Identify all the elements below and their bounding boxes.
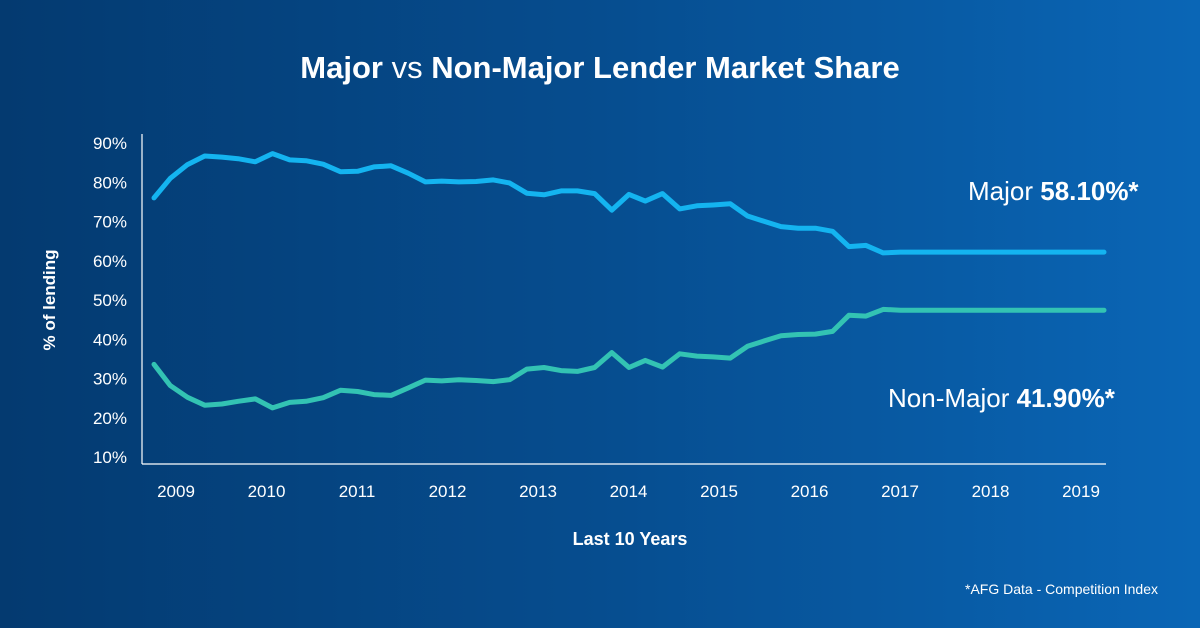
y-tick-label: 40% — [93, 330, 127, 349]
major-label-name: Major — [968, 176, 1041, 206]
title-vs: vs — [382, 50, 432, 85]
x-tick-label: 2018 — [972, 482, 1010, 501]
nonmajor-label-value: 41.90%* — [1016, 383, 1115, 413]
y-axis-label: % of lending — [40, 249, 59, 350]
major-series-line — [151, 151, 1107, 256]
title-major: Major — [300, 50, 383, 85]
y-tick-label: 20% — [93, 409, 127, 428]
x-tick-label: 2019 — [1062, 482, 1100, 501]
chart-title: Major vs Non-Major Lender Market Share — [0, 50, 1200, 86]
x-tick-label: 2016 — [791, 482, 829, 501]
y-tick-label: 70% — [93, 213, 127, 232]
x-tick-label: 2017 — [881, 482, 919, 501]
non-major-series-line — [151, 306, 1107, 411]
y-tick-label: 60% — [93, 252, 127, 271]
series-lines — [151, 151, 1107, 411]
major-series-label: Major 58.10%* — [968, 176, 1139, 207]
y-tick-label: 90% — [93, 134, 127, 153]
nonmajor-series-label: Non-Major 41.90%* — [888, 383, 1115, 414]
footnote: *AFG Data - Competition Index — [965, 581, 1158, 597]
x-tick-label: 2012 — [429, 482, 467, 501]
x-tick-label: 2009 — [157, 482, 195, 501]
y-axis-ticks: 10% 20% 30% 40% 50% 60% 70% 80% 90% — [93, 134, 127, 467]
y-tick-label: 30% — [93, 370, 127, 389]
major-label-value: 58.10%* — [1040, 176, 1139, 206]
x-axis-ticks: 2009 2010 2011 2012 2013 2014 2015 2016 2017 2018… — [157, 482, 1100, 501]
x-tick-label: 2013 — [519, 482, 557, 501]
nonmajor-label-name: Non-Major — [888, 383, 1017, 413]
title-rest: Non-Major Lender Market Share — [431, 50, 900, 85]
x-tick-label: 2014 — [610, 482, 648, 501]
x-tick-label: 2010 — [248, 482, 286, 501]
x-axis-label: Last 10 Years — [572, 529, 688, 549]
y-tick-label: 50% — [93, 291, 127, 310]
y-tick-label: 10% — [93, 448, 127, 467]
y-tick-label: 80% — [93, 173, 127, 192]
x-tick-label: 2015 — [700, 482, 738, 501]
x-tick-label: 2011 — [339, 482, 376, 501]
